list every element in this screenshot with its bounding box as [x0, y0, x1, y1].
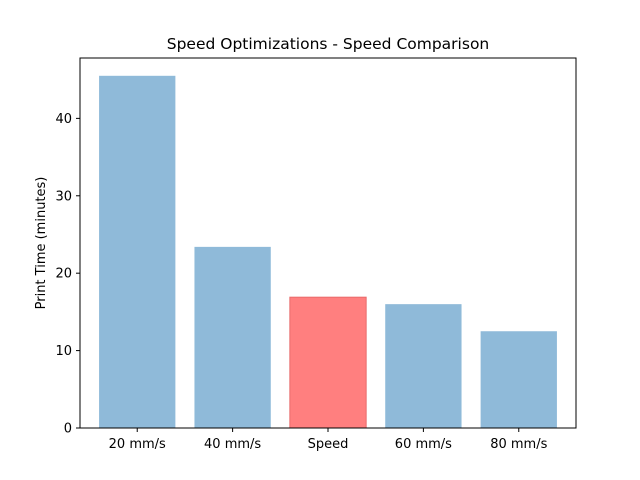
bar-40-mm-s [194, 246, 271, 428]
bar-20-mm-s [99, 75, 176, 428]
y-tick-label: 30 [55, 189, 72, 204]
y-tick-label: 20 [55, 267, 72, 282]
bar-60-mm-s [385, 304, 462, 428]
bar-80-mm-s [480, 331, 557, 428]
bars-group [99, 75, 557, 429]
x-tick-label: 60 mm/s [395, 437, 452, 452]
x-tick-label: 40 mm/s [204, 437, 261, 452]
y-tick-label: 40 [55, 112, 72, 127]
y-tick-label: 0 [64, 422, 72, 437]
x-tick-label: Speed [308, 437, 349, 452]
plot-frame [79, 57, 577, 429]
y-tick-label: 10 [55, 344, 72, 359]
x-tick-label: 20 mm/s [109, 437, 166, 452]
chart-title: Speed Optimizations - Speed Comparison [167, 35, 490, 53]
x-tick-label: 80 mm/s [490, 437, 547, 452]
bar-speed [289, 296, 367, 429]
y-ticks-group: 0 10 20 30 40 [55, 112, 80, 437]
x-ticks-group: 20 mm/s 40 mm/s Speed 60 mm/s 80 mm/s [109, 428, 548, 452]
y-axis-label: Print Time (minutes) [34, 177, 49, 310]
